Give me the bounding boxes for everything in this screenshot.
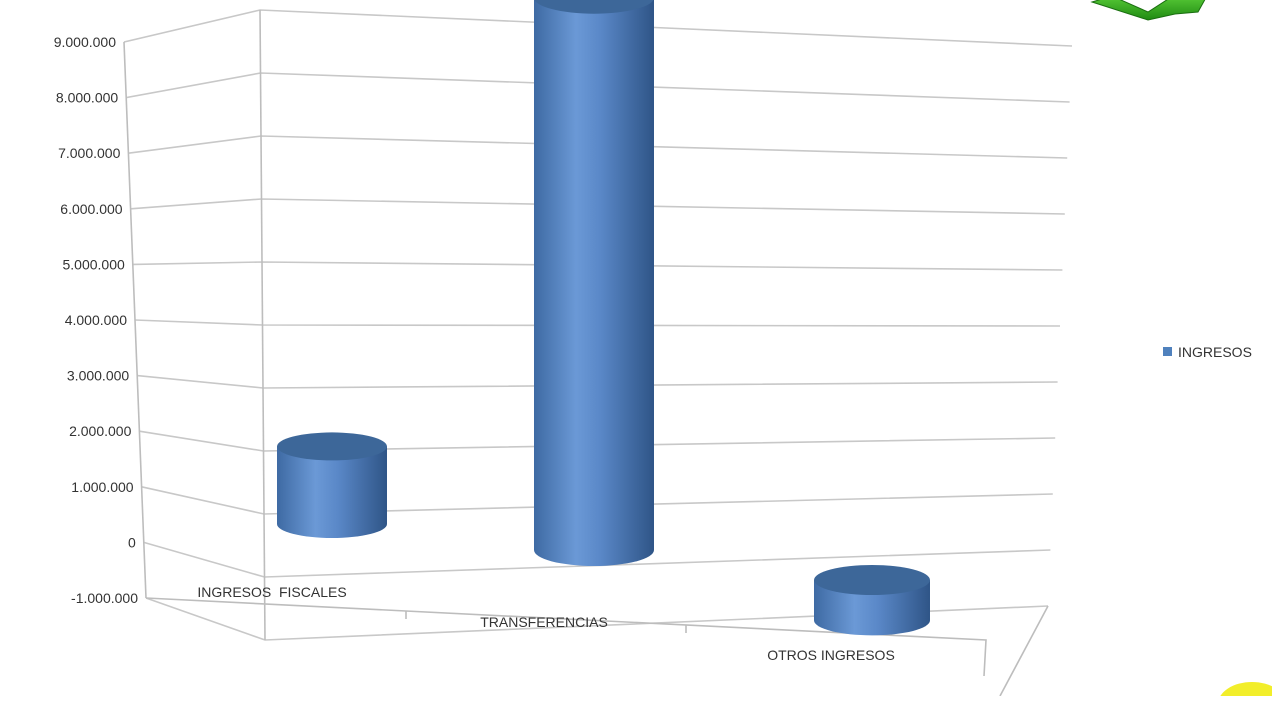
axis-line — [259, 9, 266, 641]
green-arrow-icon — [1090, 0, 1206, 21]
y-tick-label: 8.000.000 — [56, 90, 118, 106]
y-tick-label: 2.000.000 — [69, 423, 131, 439]
x-category-label: TRANSFERENCIAS — [480, 614, 608, 630]
y-axis-ticks: 9.000.000 8.000.000 7.000.000 6.000.000 5.00… — [54, 34, 139, 606]
y-tick-label: -1.000.000 — [71, 590, 138, 606]
y-tick-label: 6.000.000 — [60, 201, 122, 217]
bar-1 — [277, 432, 387, 538]
legend-label-ingresos: INGRESOS — [1178, 344, 1252, 360]
y-tick-label: 4.000.000 — [65, 312, 127, 328]
axis-line — [123, 41, 147, 599]
y-tick-label: 5.000.000 — [63, 256, 125, 272]
bar-body — [277, 446, 387, 538]
x-axis-categories: INGRESOS FISCALES TRANSFERENCIAS OTROS ING… — [197, 584, 894, 663]
y-tick-label: 1.000.000 — [71, 479, 133, 495]
x-category-label: OTROS INGRESOS — [767, 647, 895, 663]
y-tick-label: 7.000.000 — [58, 145, 120, 161]
bar-body — [534, 0, 654, 566]
y-tick-label: 0 — [128, 534, 136, 550]
bar-2 — [534, 0, 654, 566]
yellow-circle-icon — [1218, 682, 1272, 701]
legend-swatch — [1163, 347, 1172, 356]
legend: INGRESOS — [1163, 344, 1252, 360]
bar-cap — [814, 565, 930, 595]
x-category-label: INGRESOS FISCALES — [197, 584, 346, 600]
axis-line — [999, 605, 1049, 697]
bar-cap — [534, 0, 654, 14]
axes — [123, 9, 1049, 697]
y-tick-label: 3.000.000 — [67, 368, 129, 384]
bar-body — [814, 580, 930, 636]
bar-3 — [814, 565, 930, 636]
bar-cap — [277, 432, 387, 461]
axis-line — [145, 597, 987, 677]
y-tick-label: 9.000.000 — [54, 34, 116, 50]
bars — [277, 0, 930, 636]
